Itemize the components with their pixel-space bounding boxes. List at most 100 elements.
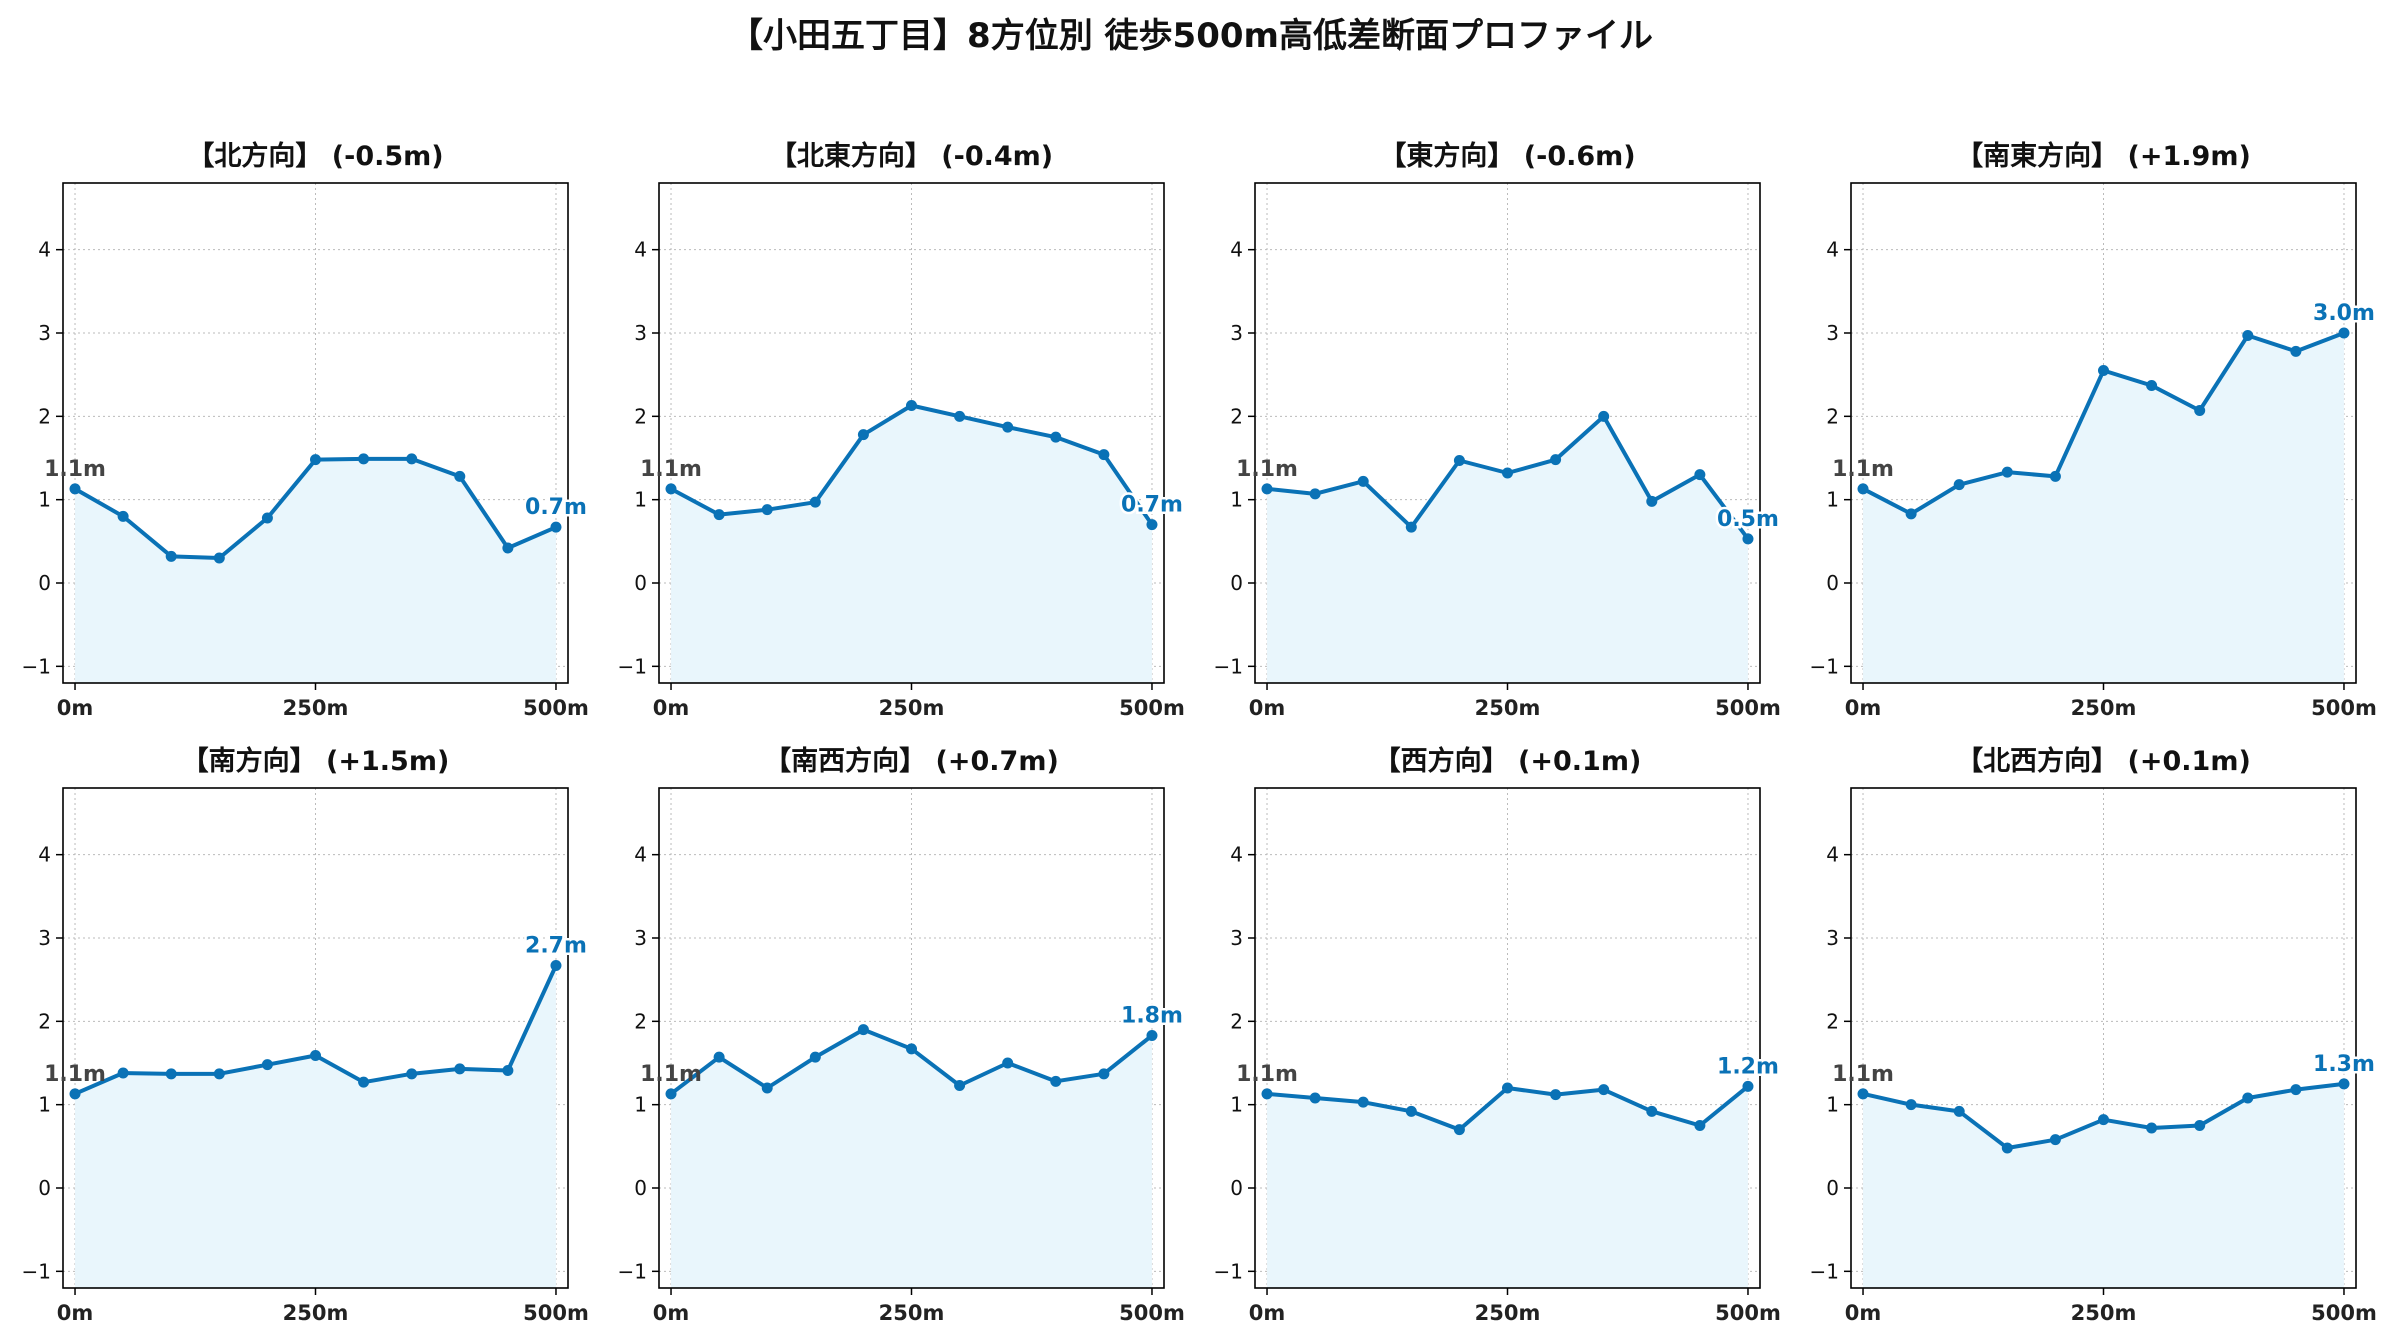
- y-tick-label: 2: [1230, 1009, 1243, 1033]
- data-point: [1857, 1088, 1869, 1100]
- data-point: [2290, 345, 2302, 357]
- data-point: [1502, 1082, 1513, 1094]
- area-fill: [671, 405, 1152, 683]
- x-tick-label: 500m: [1119, 696, 1185, 720]
- x-tick-label: 250m: [283, 696, 349, 720]
- start-value-label: 1.1m: [1832, 457, 1894, 482]
- chart-panel: 【北東方向】 (-0.4m) −1 0 1 2 3 4 0m 250m 500m 1.1m 0.7m: [618, 140, 1186, 720]
- chart-panel: 【東方向】 (-0.6m) −1 0 1 2 3 4 0m 250m 500m 1.1m 0.5m: [1214, 140, 1782, 720]
- x-tick-label: 0m: [1845, 696, 1882, 720]
- data-point: [1953, 1105, 1965, 1117]
- data-point: [665, 1088, 677, 1100]
- data-point: [1002, 421, 1014, 433]
- data-point: [2290, 1084, 2302, 1096]
- data-point: [906, 1043, 917, 1055]
- x-tick-label: 250m: [1475, 1301, 1541, 1325]
- y-tick-label: −1: [618, 1259, 647, 1283]
- y-tick-label: 2: [38, 1009, 51, 1033]
- data-point: [261, 1059, 273, 1071]
- y-tick-label: 1: [634, 488, 647, 512]
- chart-title: 【南方向】 (+1.5m): [182, 745, 450, 777]
- area-fill: [1863, 333, 2344, 683]
- data-point: [906, 400, 917, 411]
- y-tick-label: 4: [1230, 238, 1243, 262]
- data-point: [1550, 1089, 1562, 1101]
- data-point: [165, 1068, 177, 1080]
- area-fill: [671, 1029, 1152, 1288]
- x-tick-label: 500m: [1119, 1301, 1185, 1325]
- y-tick-label: 1: [1826, 488, 1839, 512]
- y-tick-label: 3: [1230, 926, 1243, 950]
- y-tick-label: 1: [634, 1093, 647, 1117]
- start-value-label: 1.1m: [1832, 1062, 1894, 1087]
- y-tick-label: 0: [1826, 571, 1839, 595]
- data-point: [165, 550, 177, 562]
- x-tick-label: 0m: [1249, 696, 1286, 720]
- area-fill: [1267, 1086, 1748, 1288]
- data-point: [69, 483, 81, 495]
- y-tick-label: 0: [38, 571, 51, 595]
- data-point: [2049, 470, 2061, 482]
- data-point: [117, 1067, 129, 1079]
- x-tick-label: 500m: [2311, 1301, 2377, 1325]
- y-tick-label: 4: [1826, 843, 1839, 867]
- y-tick-label: −1: [1810, 654, 1839, 678]
- data-point: [1146, 1030, 1158, 1041]
- end-value-label: 3.0m: [2313, 301, 2375, 326]
- y-tick-label: 0: [634, 1176, 647, 1200]
- data-point: [857, 1024, 869, 1036]
- chart-panel: 【北西方向】 (+0.1m) −1 0 1 2 3 4 0m 250m 500m 1.1m 1.3m: [1810, 745, 2378, 1325]
- y-tick-label: 4: [1230, 843, 1243, 867]
- chart-title: 【東方向】 (-0.6m): [1379, 140, 1635, 172]
- end-value-label: 0.5m: [1717, 507, 1779, 532]
- data-point: [857, 429, 869, 441]
- data-point: [213, 1068, 225, 1080]
- data-point: [1953, 479, 1965, 491]
- main-title: 【小田五丁目】8方位別 徒歩500m高低差断面プロファイル: [729, 16, 1653, 56]
- end-value-label: 0.7m: [525, 495, 587, 520]
- data-point: [2146, 380, 2158, 391]
- data-point: [1146, 519, 1158, 531]
- data-point: [358, 453, 370, 465]
- data-point: [1598, 410, 1610, 422]
- data-point: [454, 470, 466, 482]
- data-point: [1598, 1084, 1610, 1096]
- data-point: [665, 483, 677, 495]
- x-tick-label: 500m: [523, 1301, 589, 1325]
- x-tick-label: 250m: [2071, 696, 2137, 720]
- data-point: [1550, 454, 1562, 466]
- data-point: [213, 552, 225, 564]
- data-point: [1905, 1099, 1917, 1111]
- y-tick-label: 3: [634, 321, 647, 345]
- y-tick-label: −1: [22, 1259, 51, 1283]
- data-point: [261, 512, 273, 524]
- data-point: [1261, 1088, 1273, 1100]
- y-tick-label: 2: [634, 404, 647, 428]
- y-tick-label: 4: [38, 843, 51, 867]
- end-value-label: 0.7m: [1121, 493, 1183, 518]
- start-value-label: 1.1m: [1236, 1062, 1298, 1087]
- y-tick-label: 2: [1230, 404, 1243, 428]
- data-point: [1357, 475, 1369, 487]
- x-tick-label: 0m: [57, 1301, 94, 1325]
- y-tick-label: 3: [38, 926, 51, 950]
- x-tick-label: 250m: [879, 696, 945, 720]
- data-point: [550, 521, 562, 533]
- y-tick-label: 1: [1230, 488, 1243, 512]
- x-tick-label: 0m: [653, 1301, 690, 1325]
- chart-title: 【西方向】 (+0.1m): [1374, 745, 1642, 777]
- data-point: [2242, 330, 2254, 341]
- data-point: [117, 510, 129, 522]
- area-fill: [1267, 416, 1748, 683]
- y-tick-label: 0: [634, 571, 647, 595]
- data-point: [2001, 1142, 2013, 1154]
- start-value-label: 1.1m: [44, 1062, 106, 1087]
- y-tick-label: 4: [634, 843, 647, 867]
- area-fill: [1863, 1083, 2344, 1288]
- y-tick-label: 3: [38, 321, 51, 345]
- data-point: [1405, 1105, 1417, 1117]
- x-tick-label: 500m: [1715, 1301, 1781, 1325]
- y-tick-label: 0: [1230, 571, 1243, 595]
- chart-panel: 【南東方向】 (+1.9m) −1 0 1 2 3 4 0m 250m 500m 1.1m 3.0m: [1810, 140, 2378, 720]
